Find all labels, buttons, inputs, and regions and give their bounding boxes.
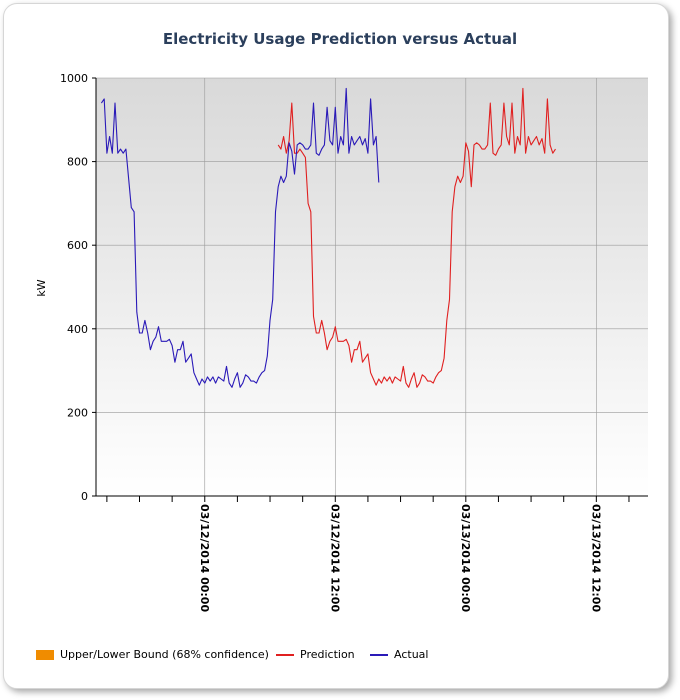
series-prediction-line [277,87,556,388]
y-tick-label: 800 [67,156,88,169]
series-actual-line [100,87,380,388]
chart-title: Electricity Usage Prediction versus Actu… [162,30,518,48]
y-axis-label: kW [35,279,48,296]
y-tick-label: 200 [67,406,88,419]
legend-label-prediction: Prediction [300,648,355,661]
axes: 0 200 400 600 800 1000 03/12/2014 00:00 03/12/2… [60,72,648,612]
y-tick-label: 0 [81,490,88,503]
y-tick-label: 1000 [60,72,88,85]
y-tick-label: 400 [67,323,88,336]
legend-label-bound: Upper/Lower Bound (68% confidence) [60,648,269,661]
plot-background [96,78,648,496]
grid-lines [96,77,648,496]
series-layer [100,87,556,388]
legend-swatch-prediction [276,653,294,656]
legend-swatch-actual [370,653,388,656]
legend-item-bound: Upper/Lower Bound (68% confidence) [36,648,269,661]
y-tick-label: 600 [67,239,88,252]
x-tick-label: 03/12/2014 00:00 [198,504,211,612]
legend-item-prediction: Prediction [276,648,355,661]
x-tick-label: 03/13/2014 00:00 [459,504,472,612]
legend-item-actual: Actual [370,648,428,661]
legend-label-actual: Actual [394,648,429,661]
x-tick-label: 03/13/2014 12:00 [589,504,602,612]
legend-swatch-bound [36,649,54,660]
x-tick-label: 03/12/2014 12:00 [328,504,341,612]
